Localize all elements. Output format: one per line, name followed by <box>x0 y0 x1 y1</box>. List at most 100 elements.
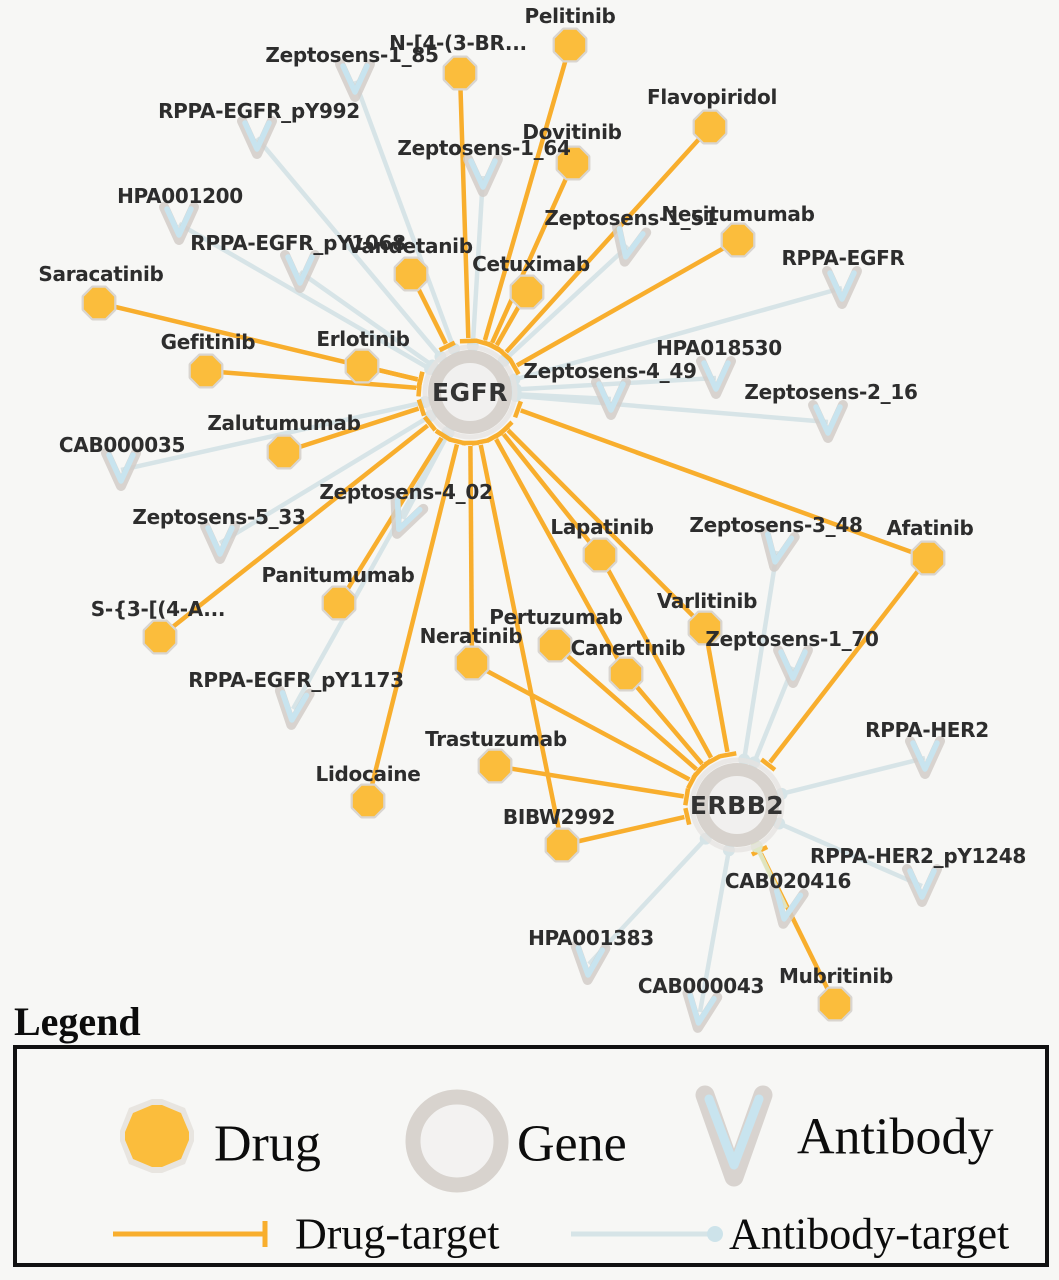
node-label-hpa001200: HPA001200 <box>117 184 243 208</box>
node-label-lidocaine: Lidocaine <box>316 762 421 786</box>
inhibition-tee-icon <box>438 340 456 353</box>
node-label-zeptosens-4-49: Zeptosens-4_49 <box>523 359 696 383</box>
legend-drug-label: Drug <box>214 1115 321 1173</box>
antibody-node-cab000035 <box>101 448 141 491</box>
drug-node-necitumumab <box>720 222 756 258</box>
node-label-rppa-egfr-py1068: RPPA-EGFR_pY1068 <box>190 231 405 255</box>
drug-target-edge-varlitinib-egfr <box>498 420 707 630</box>
drug-target-edge-necitumumab-egfr <box>508 238 740 376</box>
inhibition-tee-icon <box>422 415 438 432</box>
gene-node-erbb2: ERBB2 <box>689 757 785 853</box>
drug-node-neratinib <box>454 645 490 681</box>
antibody-node-cab000043 <box>682 988 723 1033</box>
node-label-zeptosens-1-64: Zeptosens-1_64 <box>397 136 570 160</box>
inhibition-tee-icon <box>459 338 477 344</box>
node-label-neratinib: Neratinib <box>420 624 523 648</box>
antibody-node-zeptosens-1-85 <box>335 59 375 102</box>
drug-node-flavopiridol <box>692 109 728 145</box>
node-label-cab000035: CAB000035 <box>59 433 185 457</box>
antibody-target-edge-icon <box>571 1226 723 1242</box>
inhibition-tee-icon <box>471 438 489 446</box>
antibody-node-zeptosens-1-51 <box>611 221 652 267</box>
drug-target-edge-canertinib-egfr <box>486 430 628 676</box>
node-label-mubritinib: Mubritinib <box>779 964 893 988</box>
node-label-zalutumumab: Zalutumumab <box>207 411 360 435</box>
node-label-cab000043: CAB000043 <box>638 974 764 998</box>
inhibition-tee-icon <box>719 751 737 759</box>
drug-target-edge-flavopiridol-egfr <box>496 125 712 362</box>
antibody-node-rppa-egfr-py1068 <box>280 250 320 293</box>
drug-node-trastuzumab <box>477 748 513 784</box>
inhibition-tee-icon <box>683 788 691 806</box>
node-label-zeptosens-1-70: Zeptosens-1_70 <box>705 627 878 651</box>
legend-drug-target-label: Drug-target <box>295 1209 500 1259</box>
legend-gene-label: Gene <box>517 1115 627 1173</box>
node-label-hpa001383: HPA001383 <box>528 926 654 950</box>
drug-node-s-3-4-a <box>142 619 178 655</box>
antibody-node-hpa001383 <box>570 940 611 985</box>
drug-target-edge-icon <box>113 1221 268 1247</box>
node-label-lapatinib: Lapatinib <box>550 515 653 539</box>
drug-node-varlitinib <box>687 610 723 646</box>
node-label-n-4-3-br: N-[4-(3-BR... <box>389 31 527 55</box>
node-label-afatinib: Afatinib <box>886 516 973 540</box>
drug-node-panitumumab <box>321 585 357 621</box>
node-label-saracatinib: Saracatinib <box>38 262 163 286</box>
node-label-erlotinib: Erlotinib <box>316 327 409 351</box>
node-label-trastuzumab: Trastuzumab <box>425 727 567 751</box>
antibody-node-hpa018530 <box>696 356 736 399</box>
node-label-dovitinib: Dovitinib <box>522 120 621 144</box>
drug-node-gefitinib <box>188 353 224 389</box>
node-label-s-3-4-a: S-{3-[(4-A... <box>91 597 225 621</box>
drug-target-edge-pertuzumab-erbb2 <box>553 643 706 780</box>
drug-node-erlotinib <box>344 348 380 384</box>
drug-target-edge-gefitinib-egfr <box>205 368 423 397</box>
node-label-varlitinib: Varlitinib <box>657 589 757 613</box>
drug-node-n-4-3-br <box>442 55 478 91</box>
node-label-zeptosens-3-48: Zeptosens-3_48 <box>689 513 862 537</box>
antibody-node-rppa-her2 <box>905 736 945 779</box>
inhibition-tee-icon <box>416 398 427 417</box>
drug-node-pertuzumab <box>537 627 573 663</box>
antibody-node-zeptosens-5-33 <box>200 521 240 564</box>
node-label-hpa018530: HPA018530 <box>656 336 782 360</box>
drug-node-lidocaine <box>350 783 386 819</box>
antibody-target-edge-zeptosens-3-48-erbb2 <box>738 550 780 766</box>
layer-nodes: EGFR ERBB2 <box>81 27 946 1033</box>
drug-node-cetuximab <box>509 274 545 310</box>
layer-labels: Pelitinib N-[4-(3-BR... Dovitinib Flavopiri… <box>38 4 1026 998</box>
drug-target-edge-afatinib-erbb2 <box>760 556 930 772</box>
drug-target-edge-n-4-3-br-egfr <box>457 72 477 344</box>
legend-title: Legend <box>14 999 141 1044</box>
drug-node-afatinib <box>910 540 946 576</box>
inhibition-tee-icon <box>486 341 504 354</box>
drug-node-mubritinib <box>817 986 853 1022</box>
antibody-node-hpa001200 <box>159 202 199 245</box>
inhibition-tee-icon <box>512 400 523 419</box>
inhibition-tee-icon <box>486 430 504 443</box>
node-label-panitumumab: Panitumumab <box>262 563 415 587</box>
gene-node-icon <box>405 1089 509 1193</box>
antibody-node-zeptosens-2-16 <box>808 400 848 443</box>
node-label-vandetanib: Vandetanib <box>347 234 472 258</box>
drug-target-edge-canertinib-erbb2 <box>624 672 712 774</box>
gene-label-egfr: EGFR <box>432 378 508 407</box>
inhibition-tee-icon <box>498 420 514 436</box>
node-label-pertuzumab: Pertuzumab <box>489 605 622 629</box>
inhibition-tee-icon <box>508 358 521 376</box>
drug-target-edge-trastuzumab-erbb2 <box>494 763 691 806</box>
node-label-zeptosens-4-02: Zeptosens-4_02 <box>319 480 492 504</box>
node-label-zeptosens-1-85: Zeptosens-1_85 <box>265 43 438 67</box>
inhibition-tee-icon <box>434 428 452 442</box>
node-label-cab020416: CAB020416 <box>725 869 851 893</box>
inhibition-tee-icon <box>760 757 777 772</box>
drug-node-lapatinib <box>582 537 618 573</box>
drug-node-vandetanib <box>393 256 429 292</box>
antibody-node-zeptosens-1-70 <box>773 645 813 688</box>
node-label-rppa-her2: RPPA-HER2 <box>865 718 989 742</box>
antibody-node-rppa-her2-py1248 <box>902 864 942 907</box>
antibody-node-zeptosens-4-02 <box>390 492 429 539</box>
inhibition-tee-icon <box>691 763 706 780</box>
node-label-rppa-egfr-py992: RPPA-EGFR_pY992 <box>158 99 360 123</box>
